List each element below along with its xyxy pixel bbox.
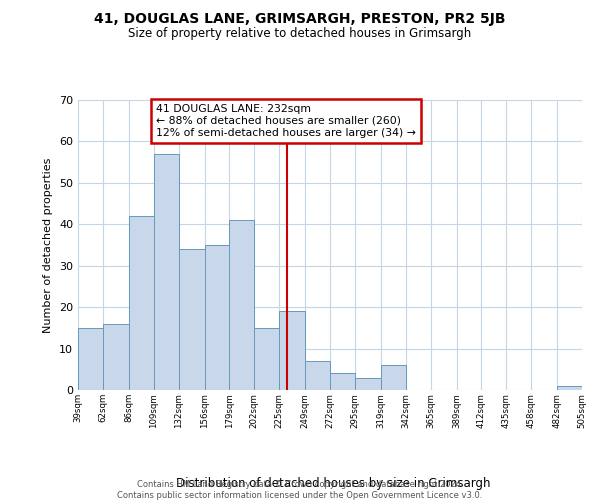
- Bar: [557, 386, 582, 390]
- Y-axis label: Number of detached properties: Number of detached properties: [43, 158, 53, 332]
- Text: 41, DOUGLAS LANE, GRIMSARGH, PRESTON, PR2 5JB: 41, DOUGLAS LANE, GRIMSARGH, PRESTON, PR…: [94, 12, 506, 26]
- Bar: [305, 361, 330, 390]
- Bar: [205, 245, 229, 390]
- Bar: [355, 378, 381, 390]
- Bar: [129, 216, 154, 390]
- Bar: [154, 154, 179, 390]
- Bar: [103, 324, 129, 390]
- Text: 41 DOUGLAS LANE: 232sqm
← 88% of detached houses are smaller (260)
12% of semi-d: 41 DOUGLAS LANE: 232sqm ← 88% of detache…: [156, 104, 416, 138]
- Bar: [330, 374, 355, 390]
- Text: Size of property relative to detached houses in Grimsargh: Size of property relative to detached ho…: [128, 28, 472, 40]
- Bar: [254, 328, 279, 390]
- Bar: [381, 365, 406, 390]
- Bar: [279, 312, 305, 390]
- Bar: [179, 249, 205, 390]
- Bar: [78, 328, 103, 390]
- Text: Distribution of detached houses by size in Grimsargh: Distribution of detached houses by size …: [176, 477, 490, 490]
- Text: Contains HM Land Registry data © Crown copyright and database right 2024.
Contai: Contains HM Land Registry data © Crown c…: [118, 480, 482, 500]
- Bar: [229, 220, 254, 390]
